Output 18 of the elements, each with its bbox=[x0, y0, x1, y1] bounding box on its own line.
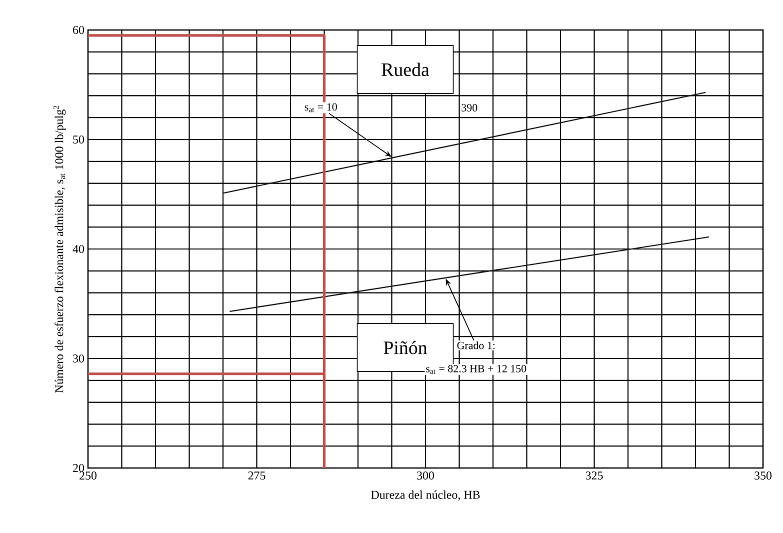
x-tick-label: 250 bbox=[80, 472, 97, 480]
x-tick-label: 275 bbox=[248, 472, 266, 480]
annotation: s$_{at}$ = 10 bbox=[304, 103, 337, 112]
x-tick-label: 300 bbox=[417, 472, 434, 480]
x-tick-label: 325 bbox=[586, 472, 603, 480]
x-tick-label: 350 bbox=[754, 472, 772, 480]
y-tick-label: 20 bbox=[73, 464, 84, 472]
annotation: 390 bbox=[462, 104, 478, 112]
y-tick-label: 40 bbox=[72, 244, 84, 254]
y-axis-title: Número de esfuerzo flexionante admisible, s$_{at}$ 1000 lb/pulg$^{2}$ bbox=[53, 106, 66, 393]
annotation: Grado 1: bbox=[457, 341, 495, 350]
y-tick-label: 50 bbox=[73, 135, 84, 144]
annotation: Piñón bbox=[384, 340, 428, 354]
annotation: Rueda bbox=[382, 62, 430, 76]
annotation: s$_{at}$ = 82.3 HB + 12 150 bbox=[426, 364, 526, 374]
x-axis-title: Dureza del núcleo, HB bbox=[371, 490, 480, 501]
y-tick-label: 30 bbox=[73, 354, 84, 363]
y-tick-label: 60 bbox=[73, 26, 84, 34]
